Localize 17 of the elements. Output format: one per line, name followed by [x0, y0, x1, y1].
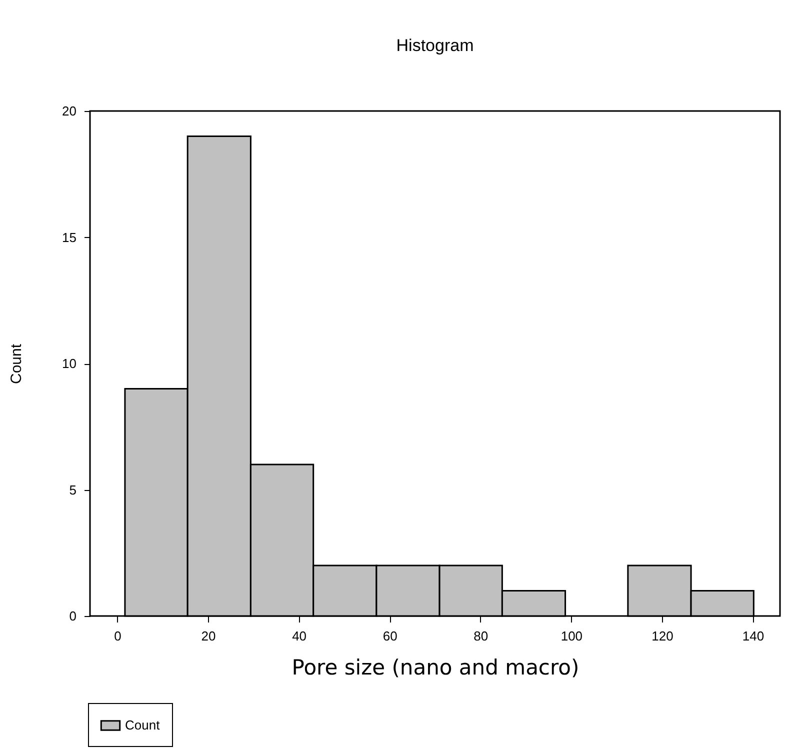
y-tick-label: 20	[62, 104, 76, 118]
y-tick-label: 5	[69, 482, 76, 498]
y-axis-title: Count	[8, 343, 26, 384]
x-tick-label: 100	[560, 628, 583, 644]
y-tick-label: 15	[62, 230, 76, 245]
x-axis-title: Pore size (nano and macro)	[292, 656, 580, 680]
x-tick-label: 0	[114, 628, 122, 644]
x-tick-label: 140	[742, 628, 764, 644]
legend-label: Count	[125, 718, 160, 732]
x-tick-label: 20	[201, 628, 216, 644]
x-tick-label: 40	[292, 628, 307, 644]
x-tick-label: 120	[652, 628, 674, 644]
x-tick-label: 60	[382, 628, 398, 644]
y-tick-label: 10	[62, 356, 76, 371]
chart-title: Histogram	[396, 36, 474, 55]
x-tick-label: 80	[474, 628, 488, 644]
y-tick-label: 0	[69, 608, 76, 624]
